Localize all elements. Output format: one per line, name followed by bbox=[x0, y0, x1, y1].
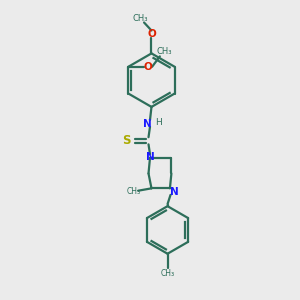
Text: H: H bbox=[155, 118, 162, 127]
Text: N: N bbox=[143, 119, 152, 129]
Text: CH₃: CH₃ bbox=[132, 14, 148, 23]
Text: S: S bbox=[122, 134, 131, 147]
Text: N: N bbox=[146, 152, 154, 161]
Text: O: O bbox=[144, 62, 152, 72]
Text: CH₃: CH₃ bbox=[160, 268, 175, 278]
Text: CH₃: CH₃ bbox=[157, 47, 172, 56]
Text: N: N bbox=[170, 187, 178, 197]
Text: O: O bbox=[147, 29, 156, 39]
Text: CH₃: CH₃ bbox=[127, 187, 141, 196]
